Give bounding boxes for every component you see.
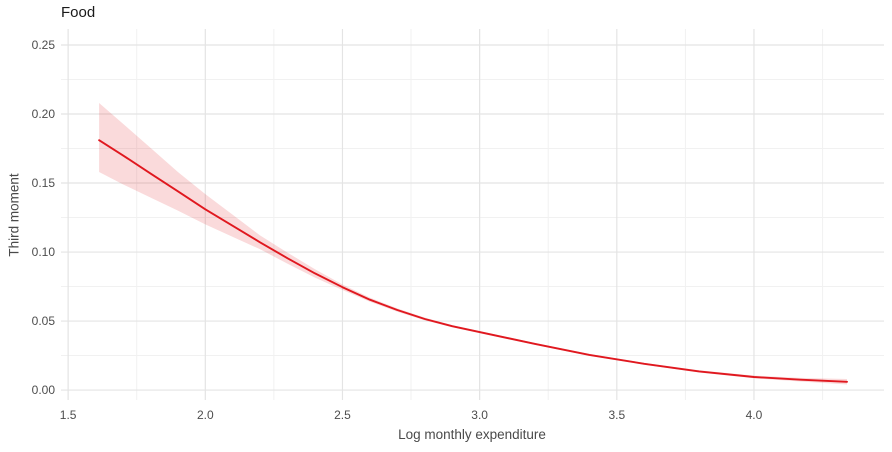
x-tick-label: 2.5	[334, 408, 351, 422]
x-axis-title: Log monthly expenditure	[398, 427, 546, 442]
confidence-ribbon	[99, 103, 848, 385]
x-tick-label: 3.0	[471, 408, 488, 422]
y-tick-label: 0.25	[31, 38, 55, 52]
x-tick-label: 2.0	[196, 408, 214, 422]
y-tick-label: 0.05	[31, 314, 55, 329]
x-tick-label: 3.5	[608, 408, 626, 422]
y-tick-label: 0.00	[31, 383, 55, 398]
y-tick-label: 0.20	[31, 107, 55, 122]
y-tick-label: 0.10	[31, 245, 55, 260]
y-tick-label: 0.15	[31, 176, 55, 191]
trend-line	[98, 139, 848, 383]
chart-title: Food	[61, 4, 96, 21]
x-tick-label: 1.5	[59, 408, 77, 422]
x-tick-label: 4.0	[745, 408, 763, 422]
